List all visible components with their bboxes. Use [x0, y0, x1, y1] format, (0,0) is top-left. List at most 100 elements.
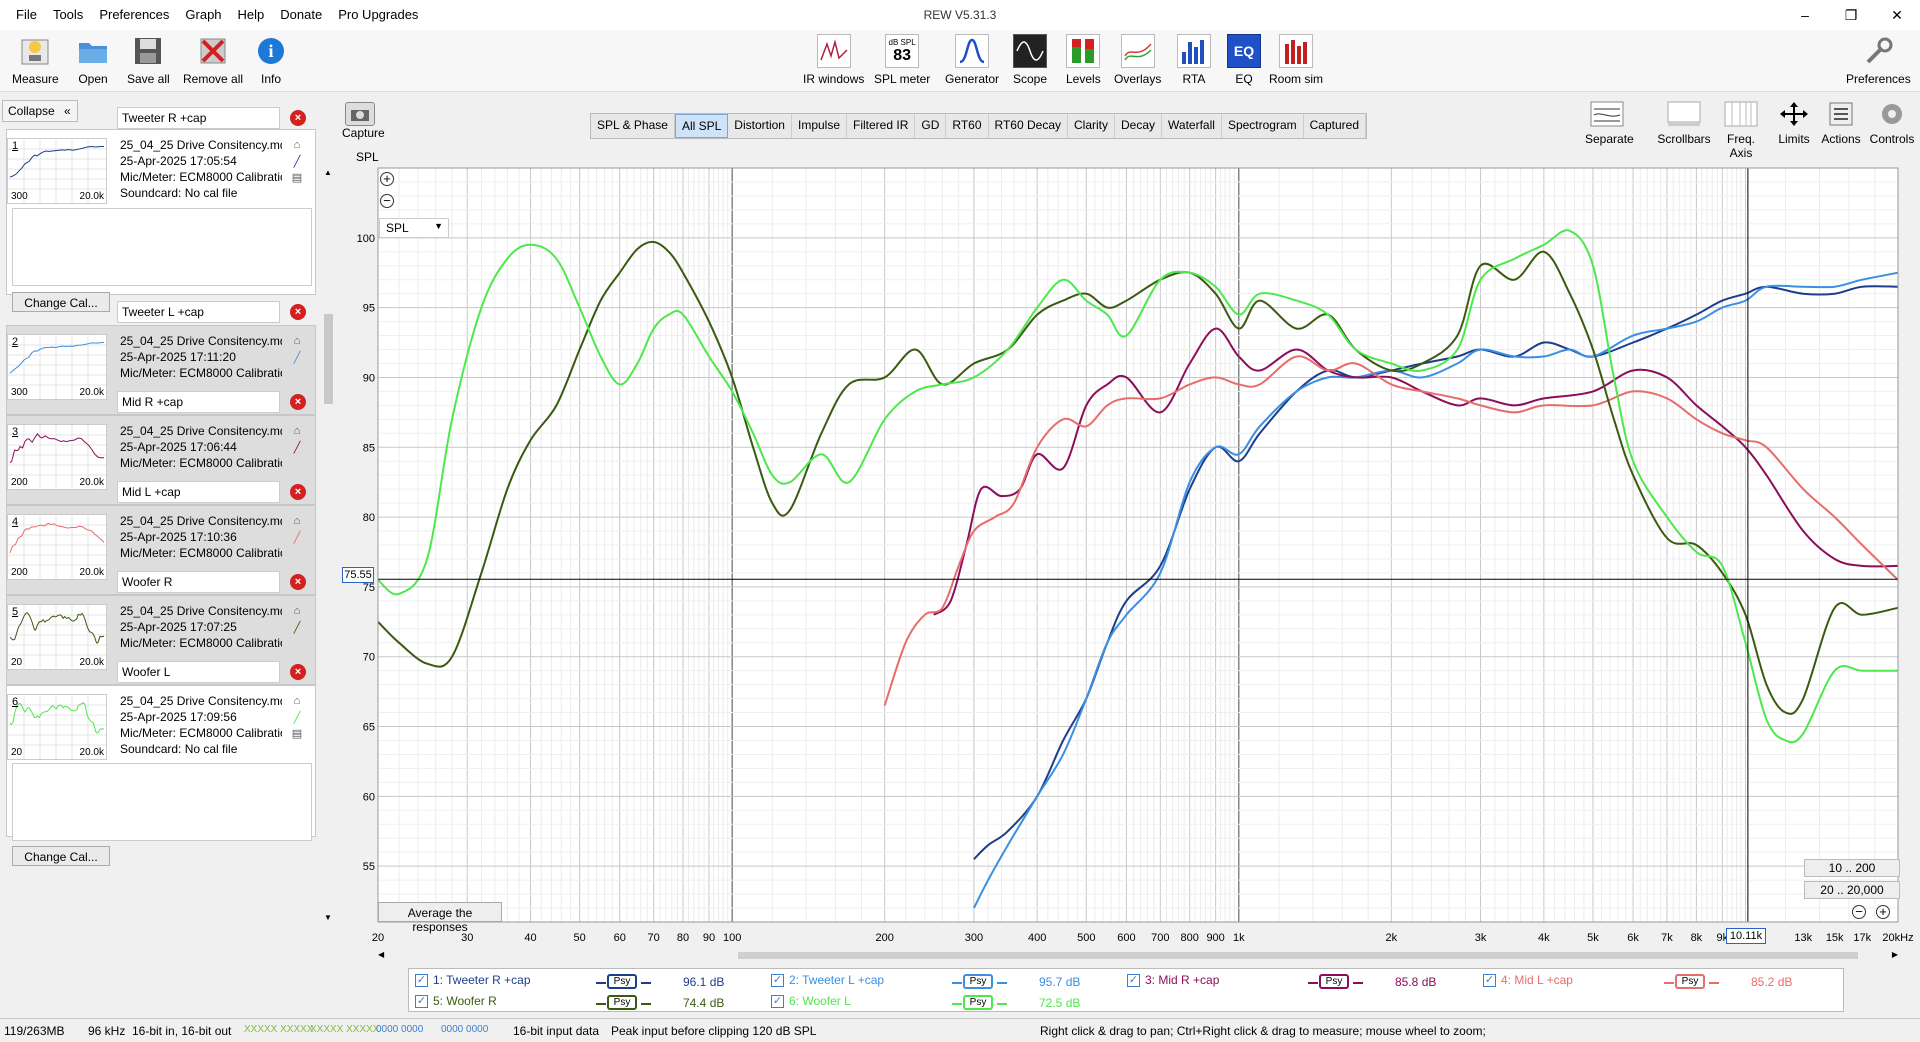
zoom-out-x-icon[interactable]: −	[1852, 905, 1866, 919]
legend-item[interactable]: ✓ 1: Tweeter R +cap	[415, 973, 531, 987]
impulse-icon[interactable]: ⌂	[293, 335, 301, 347]
eq-button[interactable]: EQ EQ	[1227, 34, 1261, 86]
menu-pro-upgrades[interactable]: Pro Upgrades	[338, 7, 419, 22]
tab-spectrogram[interactable]: Spectrogram	[1222, 114, 1304, 138]
menu-graph[interactable]: Graph	[185, 7, 222, 22]
spl-meter-button[interactable]: dB SPL 83 SPL meter	[874, 34, 930, 86]
remove-measurement-icon[interactable]: ×	[290, 574, 306, 590]
pen-icon[interactable]: ╱	[293, 352, 301, 364]
legend-line-sample[interactable]: Psy	[607, 974, 637, 989]
legend-checkbox[interactable]: ✓	[1483, 973, 1496, 987]
zoom-in-x-icon[interactable]: +	[1876, 905, 1890, 919]
measurement-thumbnail[interactable]: 2 300 20.0k	[7, 334, 107, 400]
menu-preferences[interactable]: Preferences	[99, 7, 170, 22]
limits-button[interactable]: Limits	[1773, 100, 1815, 146]
impulse-icon[interactable]: ⌂	[293, 139, 301, 151]
zoom-in-icon[interactable]: +	[380, 172, 394, 186]
scroll-down-icon[interactable]: ▼	[324, 913, 332, 922]
tab-distortion[interactable]: Distortion	[728, 114, 792, 138]
measurement-name-field[interactable]: Mid L +cap	[117, 481, 280, 503]
doc-icon[interactable]: ▤	[291, 728, 303, 740]
zoom-range-10-200-button[interactable]: 10 .. 200	[1804, 859, 1900, 877]
minimize-button[interactable]: –	[1801, 7, 1809, 23]
remove-measurement-icon[interactable]: ×	[290, 110, 306, 126]
separate-button[interactable]: Separate	[1585, 100, 1634, 146]
menu-help[interactable]: Help	[237, 7, 265, 22]
average-responses-button[interactable]: Average the responses	[378, 902, 502, 934]
impulse-icon[interactable]: ⌂	[293, 425, 301, 437]
remove-all-button[interactable]: Remove all	[183, 34, 243, 86]
tab-filtered-ir[interactable]: Filtered IR	[847, 114, 916, 138]
preferences-button[interactable]: Preferences	[1846, 34, 1911, 86]
menu-tools[interactable]: Tools	[52, 7, 84, 22]
zoom-range-20-20000-button[interactable]: 20 .. 20,000	[1804, 881, 1900, 899]
measurement-name-field[interactable]: Woofer L	[117, 661, 280, 683]
tab-waterfall[interactable]: Waterfall	[1162, 114, 1222, 138]
menu-file[interactable]: File	[16, 7, 37, 22]
measurement-name-field[interactable]: Woofer R	[117, 571, 280, 593]
room-sim-button[interactable]: Room sim	[1269, 34, 1323, 86]
remove-measurement-icon[interactable]: ×	[290, 664, 306, 680]
tab-clarity[interactable]: Clarity	[1068, 114, 1116, 138]
change-cal-button[interactable]: Change Cal...	[12, 846, 110, 866]
actions-button[interactable]: Actions	[1819, 100, 1863, 146]
remove-measurement-icon[interactable]: ×	[290, 484, 306, 500]
legend-item[interactable]: ✓ 4: Mid L +cap	[1483, 973, 1573, 987]
capture-button[interactable]: Capture	[342, 102, 385, 140]
overlays-button[interactable]: Overlays	[1114, 34, 1161, 86]
pen-icon[interactable]: ╱	[293, 156, 301, 168]
maximize-button[interactable]: ❐	[1844, 7, 1858, 23]
measurement-name-field[interactable]: Mid R +cap	[117, 391, 280, 413]
pen-icon[interactable]: ╱	[293, 442, 301, 454]
controls-button[interactable]: Controls	[1867, 100, 1917, 146]
scroll-left-icon[interactable]: ◀	[378, 950, 385, 959]
pen-icon[interactable]: ╱	[293, 622, 301, 634]
scope-button[interactable]: Scope	[1013, 34, 1047, 86]
measure-button[interactable]: Measure	[12, 34, 59, 86]
remove-measurement-icon[interactable]: ×	[290, 394, 306, 410]
tab-rt60[interactable]: RT60	[946, 114, 989, 138]
menu-donate[interactable]: Donate	[280, 7, 323, 22]
measurement-thumbnail[interactable]: 3 200 20.0k	[7, 424, 107, 490]
legend-checkbox[interactable]: ✓	[771, 973, 784, 987]
legend-checkbox[interactable]: ✓	[1127, 973, 1140, 987]
h-scroll-thumb[interactable]	[738, 952, 1858, 959]
scrollbars-button[interactable]: Scrollbars	[1656, 100, 1712, 146]
impulse-icon[interactable]: ⌂	[293, 605, 301, 617]
zoom-out-icon[interactable]: −	[380, 194, 394, 208]
open-button[interactable]: Open	[76, 34, 110, 86]
measurement-thumbnail[interactable]: 1 300 20.0k	[7, 138, 107, 204]
scroll-thumb[interactable]	[324, 314, 333, 404]
tab-gd[interactable]: GD	[915, 114, 947, 138]
legend-line-sample[interactable]: Psy	[607, 995, 637, 1010]
close-window-button[interactable]: ✕	[1891, 7, 1903, 23]
change-cal-button[interactable]: Change Cal...	[12, 292, 110, 312]
measurement-thumbnail[interactable]: 4 200 20.0k	[7, 514, 107, 580]
tab-all-spl[interactable]: All SPL	[674, 114, 729, 138]
graph-type-dropdown[interactable]: SPL ▼	[379, 218, 449, 238]
collapse-button[interactable]: Collapse «	[2, 100, 78, 122]
measurement-name-field[interactable]: Tweeter R +cap	[117, 107, 280, 129]
notes-area[interactable]	[12, 208, 312, 286]
notes-area[interactable]	[12, 763, 312, 841]
levels-button[interactable]: Levels	[1066, 34, 1101, 86]
impulse-icon[interactable]: ⌂	[293, 695, 301, 707]
tab-impulse[interactable]: Impulse	[792, 114, 848, 138]
pen-icon[interactable]: ╱	[293, 712, 301, 724]
generator-button[interactable]: Generator	[945, 34, 999, 86]
tab-decay[interactable]: Decay	[1115, 114, 1163, 138]
sidebar-scrollbar[interactable]: ▲ ▼	[323, 168, 333, 922]
info-button[interactable]: i Info	[254, 34, 288, 86]
tab-rt60-decay[interactable]: RT60 Decay	[989, 114, 1068, 138]
remove-measurement-icon[interactable]: ×	[290, 304, 306, 320]
legend-line-sample[interactable]: Psy	[1675, 974, 1705, 989]
scroll-up-icon[interactable]: ▲	[324, 168, 332, 177]
legend-item[interactable]: ✓ 6: Woofer L	[771, 994, 851, 1008]
doc-icon[interactable]: ▤	[291, 172, 303, 184]
legend-checkbox[interactable]: ✓	[415, 973, 428, 987]
pen-icon[interactable]: ╱	[293, 532, 301, 544]
rta-button[interactable]: RTA	[1177, 34, 1211, 86]
legend-line-sample[interactable]: Psy	[963, 974, 993, 989]
legend-line-sample[interactable]: Psy	[963, 995, 993, 1010]
save-all-button[interactable]: Save all	[127, 34, 170, 86]
